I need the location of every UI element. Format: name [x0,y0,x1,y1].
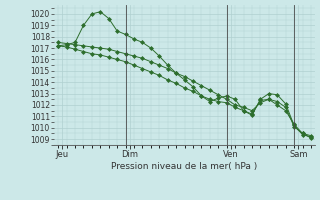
X-axis label: Pression niveau de la mer( hPa ): Pression niveau de la mer( hPa ) [111,162,258,171]
